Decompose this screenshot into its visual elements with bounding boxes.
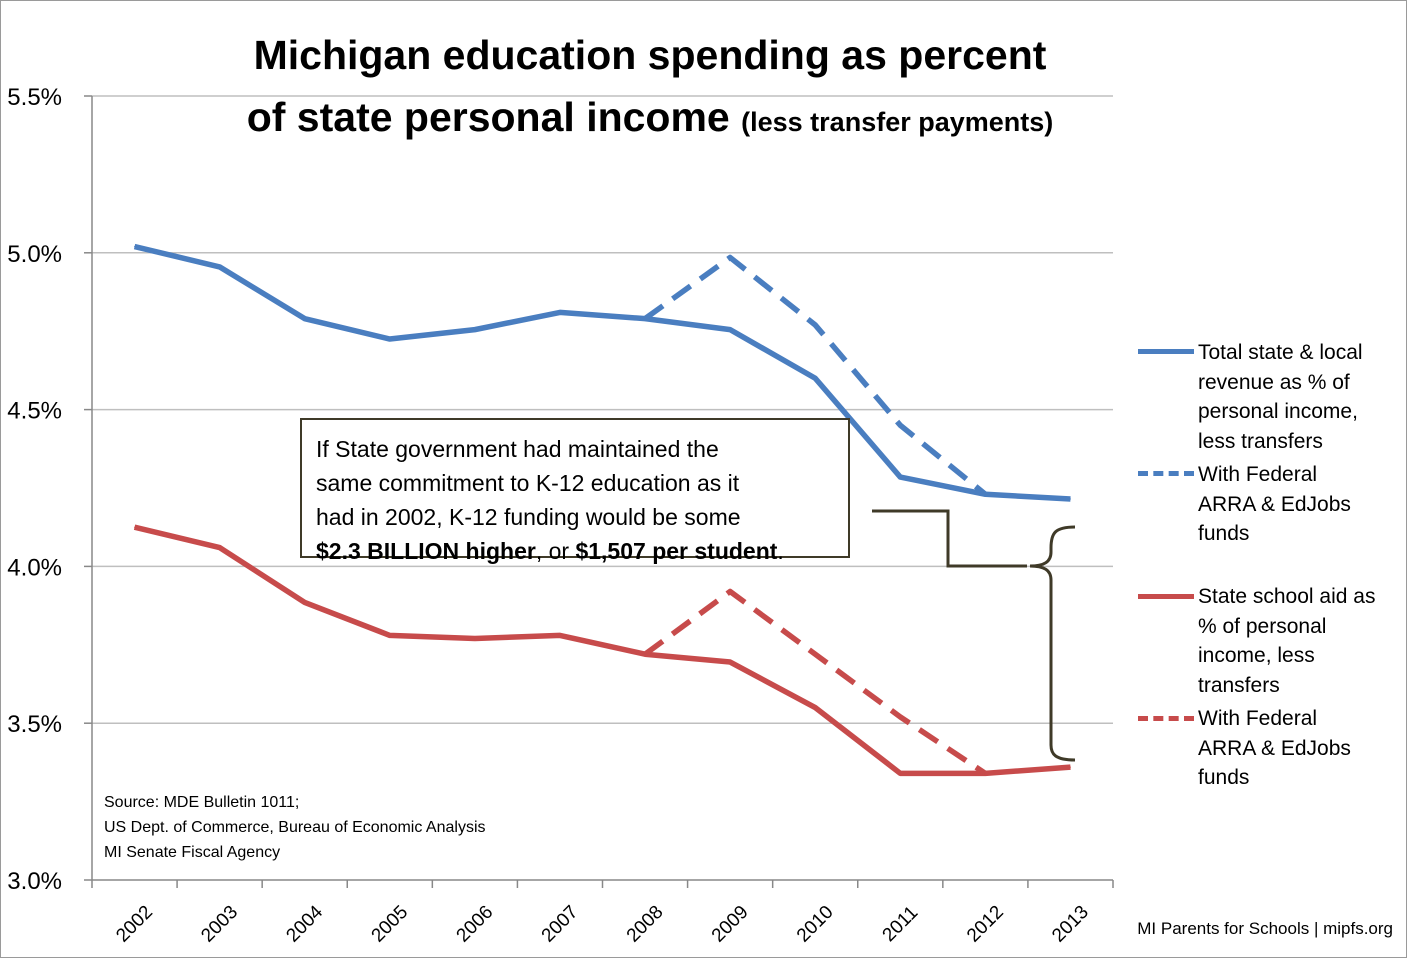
series-point-0	[1069, 498, 1071, 500]
legend-text: ARRA & EdJobs	[1198, 736, 1351, 760]
legend-item-total-revenue: Total state & local revenue as % of pers…	[1198, 338, 1363, 456]
legend-text: revenue as % of	[1198, 370, 1350, 394]
legend-swatch-school-aid	[1138, 594, 1194, 599]
legend-text: ARRA & EdJobs	[1198, 492, 1351, 516]
series-point-2	[389, 634, 391, 636]
series-point-0	[729, 329, 731, 331]
x-tick-label: 2008	[623, 902, 668, 947]
y-tick-label: 5.5%	[7, 84, 62, 111]
annotation-bold-billion: $2.3 BILLION higher	[316, 538, 536, 564]
legend-text: With Federal	[1198, 463, 1318, 486]
legend-text: With Federal	[1198, 707, 1318, 730]
series-point-0	[134, 246, 136, 248]
x-tick-label: 2007	[538, 902, 583, 947]
series-point-1	[814, 324, 816, 326]
x-tick-label: 2009	[708, 902, 753, 947]
annotation-box: If State government had maintained the s…	[300, 418, 850, 564]
legend-text: personal income,	[1198, 400, 1358, 423]
x-tick-label: 2012	[963, 902, 1008, 947]
series-point-0	[474, 329, 476, 331]
chart-title-line1: Michigan education spending as percent	[253, 32, 1047, 78]
x-tick-label: 2013	[1048, 902, 1093, 947]
legend-swatch-total-federal	[1138, 471, 1194, 476]
legend-item-school-federal: With Federal ARRA & EdJobs funds	[1198, 704, 1351, 793]
annotation-mid: , or	[535, 538, 576, 564]
gap-brace	[1029, 525, 1076, 762]
x-tick-label: 2002	[112, 902, 157, 947]
x-tick-label: 2004	[282, 901, 327, 946]
legend-text: less transfers	[1198, 429, 1323, 453]
legend-text: income, less	[1198, 644, 1315, 667]
source-line1: Source: MDE Bulletin 1011;	[104, 794, 300, 811]
legend-text: State school aid as	[1198, 585, 1376, 608]
annotation-end: .	[777, 538, 784, 564]
series-point-2	[729, 661, 731, 663]
series-point-0	[389, 338, 391, 340]
series-point-2	[1069, 766, 1071, 768]
series-line-3	[643, 588, 987, 776]
series-line-0	[133, 243, 1071, 502]
y-tick-label: 4.0%	[7, 554, 62, 581]
x-tick-label: 2003	[197, 902, 242, 947]
y-tick-label: 4.5%	[7, 398, 62, 425]
series-point-2	[814, 707, 816, 709]
y-tick-label: 3.0%	[7, 868, 62, 895]
credit-text: MI Parents for Schools | mipfs.org	[1137, 919, 1393, 938]
annotation-line2: same commitment to K-12 education as it	[316, 470, 740, 496]
legend-swatch-total-revenue	[1138, 349, 1194, 354]
legend-text: Total state & local	[1198, 341, 1363, 364]
legend-item-total-federal: With Federal ARRA & EdJobs funds	[1198, 460, 1351, 549]
source-line2: US Dept. of Commerce, Bureau of Economic…	[104, 819, 486, 836]
x-tick-label: 2010	[793, 902, 838, 947]
chart-title-main: of state personal income	[246, 94, 730, 140]
legend-text: transfers	[1198, 673, 1280, 697]
series-point-2	[474, 638, 476, 640]
y-tick-label: 5.0%	[7, 241, 62, 268]
series-point-3	[729, 590, 731, 592]
x-tick-label: 2006	[453, 902, 498, 947]
series-point-0	[899, 476, 901, 478]
legend-text: % of personal	[1198, 614, 1327, 638]
series-point-2	[304, 601, 306, 603]
annotation-connector	[872, 509, 1027, 568]
chart-title-line2: of state personal income (less transfer …	[90, 94, 1210, 141]
legend-text: funds	[1198, 522, 1250, 545]
series-point-0	[219, 266, 221, 268]
source-line3: MI Senate Fiscal Agency	[104, 844, 281, 861]
x-tick-label: 2005	[368, 902, 413, 947]
x-tick-label: 2011	[879, 902, 923, 946]
series-point-2	[219, 547, 221, 549]
annotation-bold-per-student: $1,507 per student	[575, 538, 778, 564]
annotation-line4: $2.3 BILLION higher, or $1,507 per stude…	[316, 534, 840, 568]
series-point-0	[559, 311, 561, 313]
chart-title-subtitle: (less transfer payments)	[741, 107, 1054, 137]
series-point-1	[729, 257, 731, 259]
legend-swatch-school-federal	[1138, 716, 1194, 721]
legend-item-school-aid: State school aid as % of personal income…	[1198, 582, 1375, 700]
annotation-line1: If State government had maintained the	[316, 436, 719, 462]
series-point-1	[984, 493, 986, 495]
series-point-3	[644, 653, 646, 655]
series-point-2	[559, 634, 561, 636]
series-point-0	[814, 377, 816, 379]
y-tick-label: 3.5%	[7, 711, 62, 738]
legend-text: funds	[1198, 766, 1250, 789]
series-point-3	[899, 716, 901, 718]
series-point-3	[814, 653, 816, 655]
source-note: Source: MDE Bulletin 1011; US Dept. of C…	[104, 790, 486, 865]
series-point-2	[899, 772, 901, 774]
annotation-line3: had in 2002, K-12 funding would be some	[316, 504, 741, 530]
series-point-2	[134, 526, 136, 528]
series-point-3	[984, 772, 986, 774]
series-point-0	[304, 318, 306, 320]
series-line-2	[133, 524, 1071, 777]
series-point-1	[644, 318, 646, 320]
series-point-1	[899, 424, 901, 426]
